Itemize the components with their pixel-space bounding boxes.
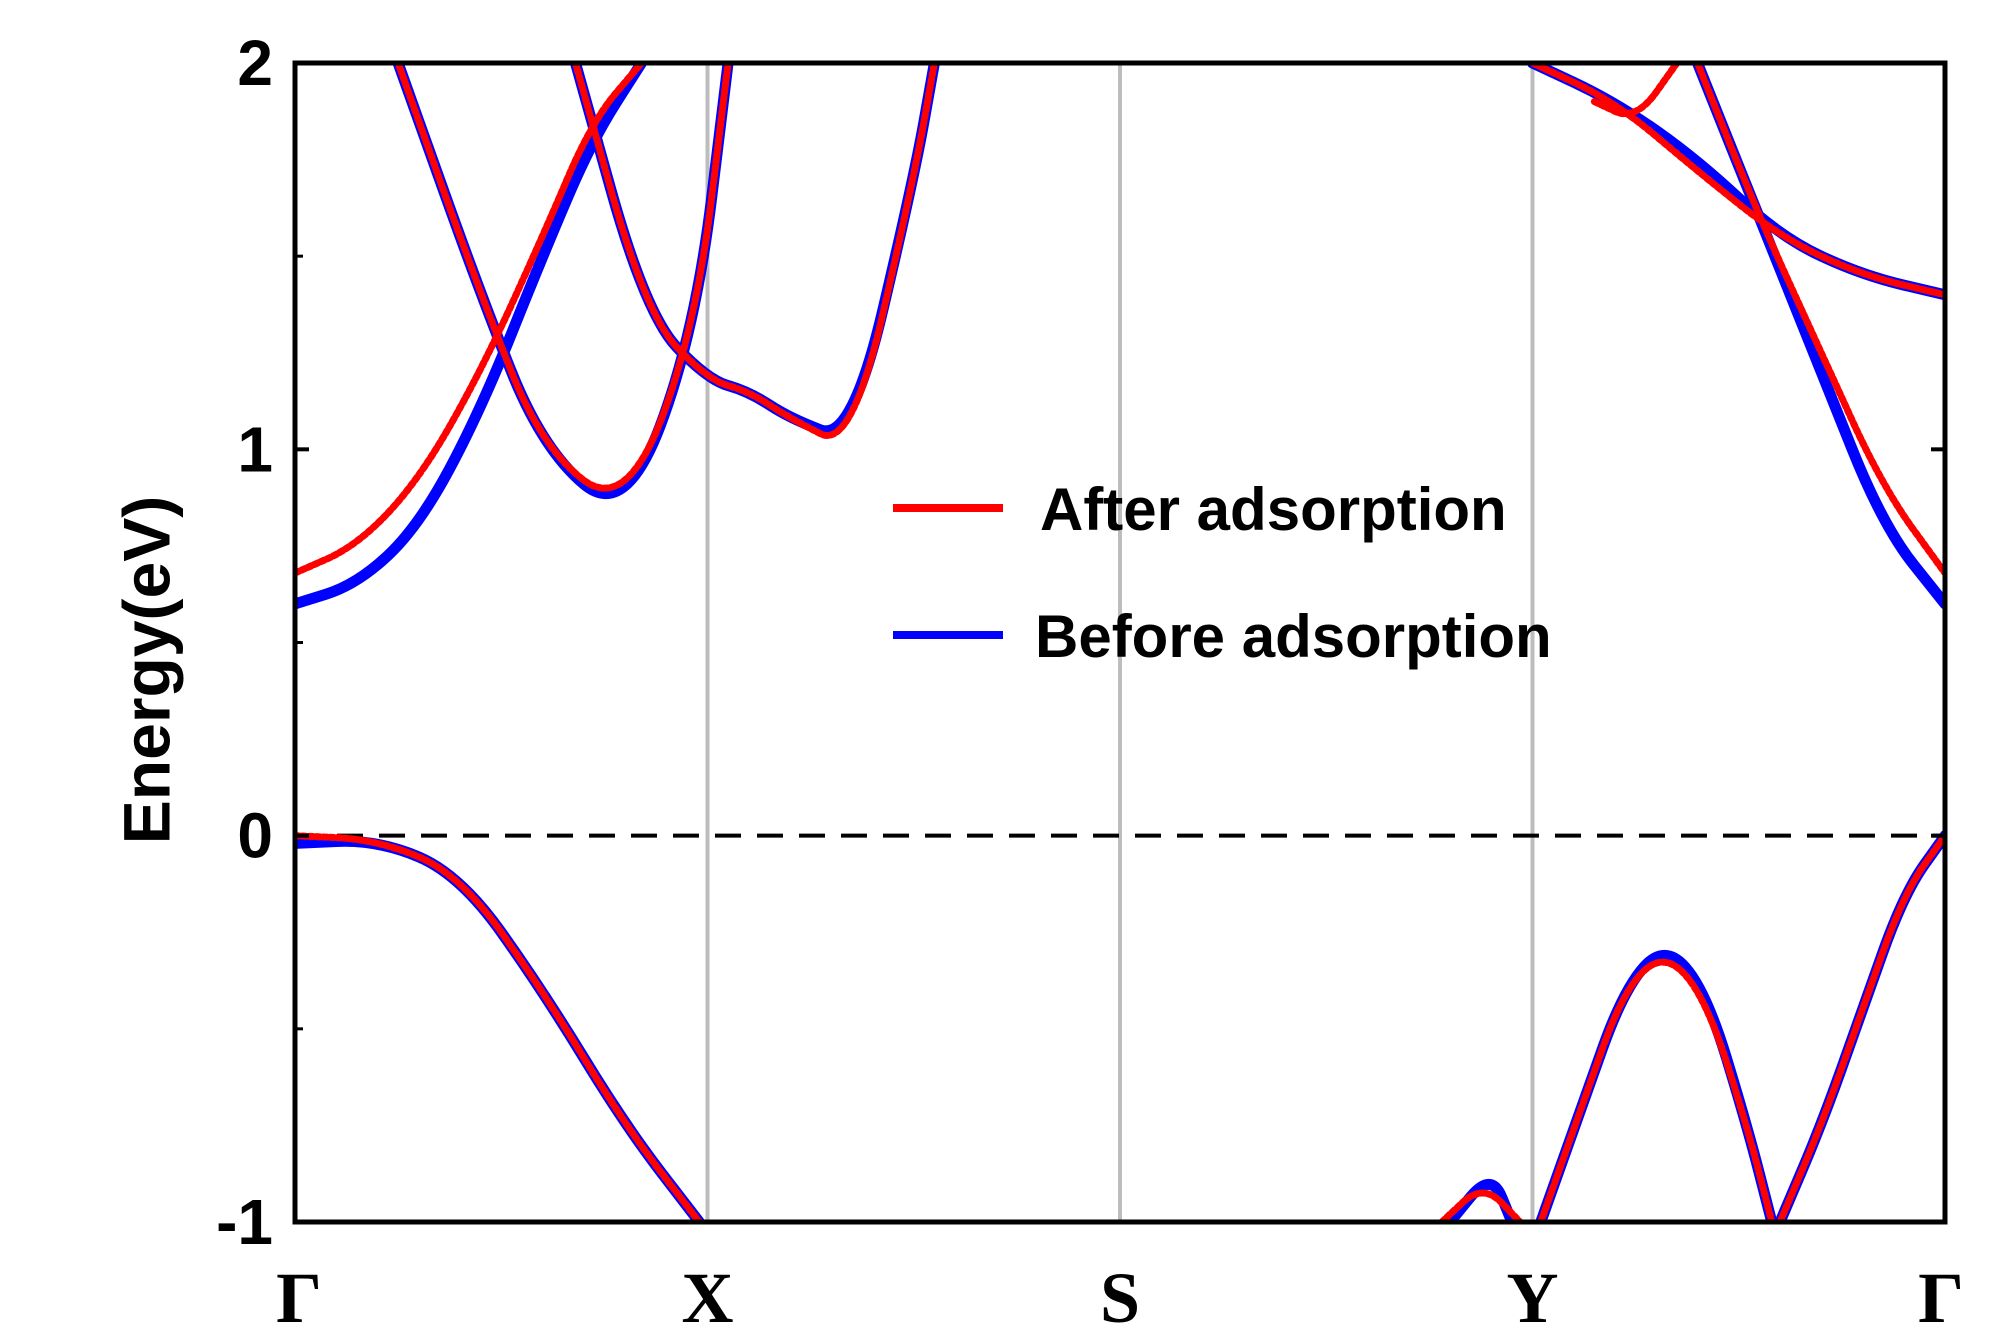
band-after-7 (1537, 958, 1776, 1222)
y-tick-label-2: 0 (237, 800, 273, 872)
legend-label-before: Before adsorption (1035, 603, 1552, 670)
bands (295, 63, 1945, 1222)
legend-label-after: After adsorption (1040, 476, 1507, 543)
x-kpoint-label-1: X (682, 1258, 734, 1338)
band-after-0 (295, 63, 645, 577)
y-axis-label: Energy(eV) (109, 496, 183, 844)
axes: 210-1Γ X S Y Γ (216, 27, 1964, 1338)
band-after-4 (1590, 63, 1681, 118)
y-tick-label-0: 2 (237, 27, 273, 99)
x-kpoint-label-4: Γ (1918, 1258, 1964, 1338)
x-kpoint-label-3: Y (1507, 1258, 1559, 1338)
y-tick-label-3: -1 (216, 1186, 273, 1258)
x-kpoint-label-2: S (1100, 1258, 1140, 1338)
plot-area (295, 63, 1945, 1222)
band-after-8 (1776, 832, 1945, 1222)
legend: After adsorption Before adsorption (893, 476, 1552, 670)
band-after-9 (1438, 1189, 1524, 1222)
band-before-0 (295, 63, 647, 610)
x-kpoint-label-0: Γ (276, 1258, 322, 1338)
band-after-1 (394, 63, 732, 492)
band-after-2 (572, 63, 938, 439)
band-after-6 (295, 832, 703, 1222)
y-tick-label-1: 1 (237, 413, 273, 485)
band-after-5 (1694, 63, 1945, 577)
